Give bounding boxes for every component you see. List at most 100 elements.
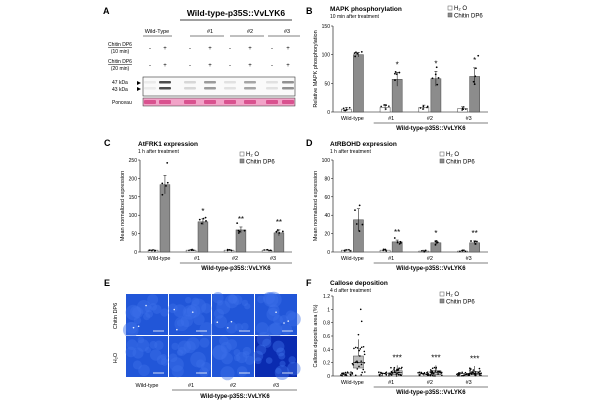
data-point (393, 237, 396, 239)
y-tick-label: 0 (134, 250, 137, 256)
data-point (363, 361, 366, 364)
data-point (354, 209, 356, 212)
data-point (427, 374, 430, 377)
data-point (237, 232, 240, 234)
y-tick-label: 40 (324, 213, 330, 219)
data-point (161, 193, 164, 196)
data-point (422, 108, 424, 110)
data-point (351, 372, 354, 374)
data-point (393, 366, 396, 369)
panel-title: AtRBOHD expression (330, 141, 397, 148)
sign-row2: + (208, 63, 212, 69)
data-point (379, 373, 381, 376)
panel-a-col-3: #3 (284, 29, 290, 35)
data-point (275, 230, 278, 233)
data-point (429, 371, 432, 373)
data-point (354, 346, 357, 349)
data-point (353, 347, 355, 350)
data-point (151, 249, 153, 252)
data-point (458, 372, 460, 374)
sign-row1: + (286, 46, 290, 52)
significance-mark: * (434, 59, 437, 68)
data-point (393, 72, 396, 75)
data-point (431, 367, 434, 370)
data-point (433, 366, 436, 369)
y-axis-label: Callose deposits area (%) (313, 304, 319, 367)
data-point (425, 373, 427, 376)
ponceau-stain (142, 97, 296, 107)
sign-row1: - (229, 46, 231, 52)
data-point (388, 372, 390, 374)
blot-band-47 (184, 81, 196, 84)
panel-a-row1-label-1: Chitin DP6 (108, 42, 132, 48)
y-tick-label: 1.2 (323, 294, 330, 300)
data-point (349, 373, 351, 376)
y-tick-label: 50 (131, 232, 137, 238)
data-point (462, 108, 465, 111)
data-point (432, 372, 435, 375)
panel-a-title: Wild-type-p35S::VvLYK6 (187, 8, 286, 18)
y-tick-label: 80 (324, 176, 330, 182)
data-point (358, 204, 361, 207)
y-tick-label: 0 (327, 374, 330, 380)
data-point (356, 347, 359, 349)
data-point (204, 216, 207, 219)
data-point (161, 182, 164, 185)
data-point (202, 217, 205, 220)
data-point (344, 109, 347, 112)
data-point (472, 369, 475, 371)
data-point (476, 240, 478, 243)
data-point (344, 374, 346, 377)
kda-47-label: 47 kDa (112, 80, 128, 86)
panel-subtitle: 4 d after treatment (330, 288, 371, 294)
data-point (342, 107, 345, 110)
data-point (346, 374, 348, 377)
data-point (354, 55, 357, 58)
data-point (474, 373, 477, 375)
panel-e-col-3: #3 (273, 383, 279, 389)
y-tick-label: 20 (324, 232, 330, 238)
data-point (270, 249, 272, 252)
data-point (359, 308, 362, 311)
data-point (435, 66, 438, 69)
panel-title: Callose deposition (330, 280, 388, 287)
data-point (455, 373, 458, 375)
data-point (396, 368, 398, 371)
data-point (395, 373, 398, 375)
data-point (439, 371, 441, 373)
data-point (361, 371, 363, 374)
legend-swatch-h2o (439, 291, 445, 297)
data-point (359, 355, 361, 357)
y-tick-label: 250 (129, 158, 138, 164)
y-tick-label: 0.8 (323, 321, 330, 327)
legend-label-h2o: H₂ O (446, 152, 459, 158)
x-tick-label: Wild-type (341, 380, 364, 386)
data-point (420, 372, 422, 374)
blot-band-47 (244, 81, 256, 84)
data-point (190, 249, 193, 251)
panel-a-col-wt: Wild-Type (145, 29, 169, 35)
sign-row2: + (286, 63, 290, 69)
panel-title: MAPK phosphorylation (330, 6, 402, 13)
data-point (434, 73, 437, 76)
data-point (360, 374, 363, 376)
data-point (432, 375, 435, 377)
panel-e: E Chitin DP6 H₂O Wild-type #1 #2 #3 Wild… (104, 278, 301, 400)
x-tick-label: #2 (427, 256, 433, 262)
blot-band-47 (159, 81, 171, 84)
data-point (346, 371, 349, 374)
data-point (434, 370, 437, 372)
blot-band-47 (224, 81, 236, 84)
data-point (236, 222, 239, 225)
data-point (461, 374, 464, 377)
data-point (385, 371, 387, 374)
data-point (435, 366, 438, 369)
panel-title: AtFRK1 expression (138, 141, 198, 148)
data-point (469, 369, 471, 371)
data-point (188, 249, 190, 252)
data-point (281, 230, 284, 233)
data-point (166, 181, 169, 184)
data-point (435, 240, 438, 242)
data-point (226, 249, 229, 252)
